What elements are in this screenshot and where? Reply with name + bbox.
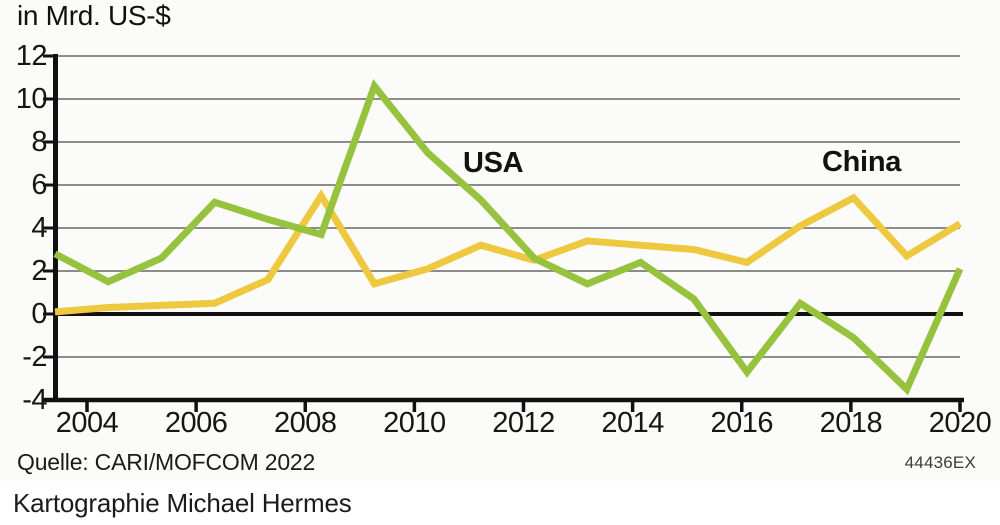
y-tick-label: 0 [31,298,47,330]
figure-code: 44436EX [904,453,976,472]
footer-band [0,481,1000,525]
y-tick-label: 2 [31,255,47,287]
y-tick-label: 6 [31,169,47,201]
x-tick-label: 2004 [55,407,119,439]
x-tick-label: 2020 [928,407,992,439]
x-tick-label: 2010 [383,407,446,439]
x-tick-label: 2014 [601,407,664,439]
y-tick-label: -2 [22,341,47,373]
x-tick-label: 2018 [819,407,883,439]
y-tick-label: -4 [22,384,47,416]
series-line-china [54,189,962,316]
y-tick-label: 10 [15,83,48,115]
x-tick-label: 2016 [710,407,773,439]
y-tick-label: 8 [31,126,47,158]
series-label-china: China [822,146,902,178]
series-label-usa: USA [463,147,524,179]
y-tick-label: 12 [15,40,48,72]
chart-title: in Mrd. US-$ [17,0,171,31]
x-tick-label: 2008 [273,407,337,439]
x-tick-label: 2006 [164,407,228,439]
source-note: Quelle: CARI/MOFCOM 2022 [17,449,316,475]
attribution: Kartographie Michael Hermes [13,488,352,518]
y-tick-label: 4 [31,212,47,244]
series-line-usa [53,79,964,396]
x-tick-label: 2012 [492,407,555,439]
